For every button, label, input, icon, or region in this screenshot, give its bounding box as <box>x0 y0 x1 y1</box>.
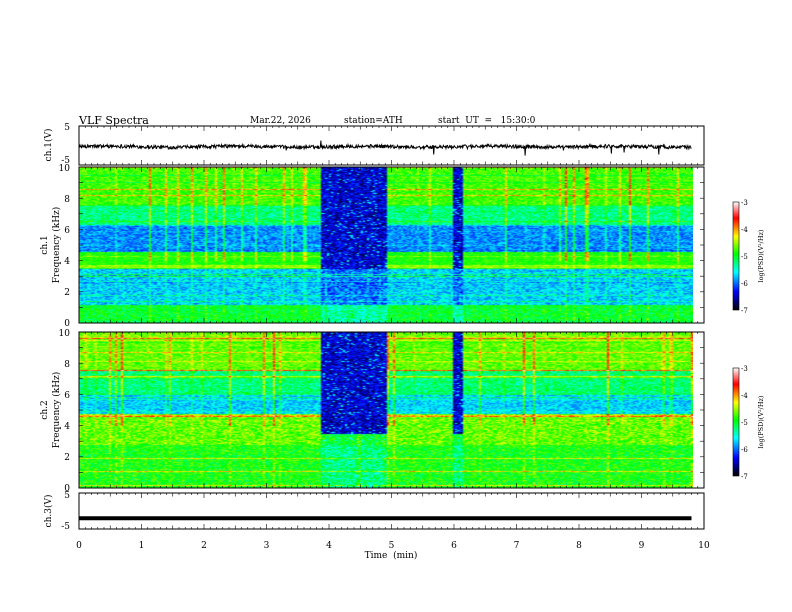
ch2-freq-ytick-2: 2 <box>64 453 70 463</box>
cb2-tick-m4: -4 <box>741 392 748 400</box>
cb1-tick-m3: -3 <box>741 199 748 207</box>
xtick-2: 2 <box>201 541 207 551</box>
xtick-0: 0 <box>76 541 82 551</box>
figure-title: VLF Spectra <box>78 114 149 127</box>
xtick-8: 8 <box>576 541 582 551</box>
ch1-freq-ytick-2: 2 <box>64 288 70 298</box>
cb2-label: log(PSD)(V²/Hz) <box>757 395 765 448</box>
ch2-freq-ytick-8: 8 <box>64 360 70 370</box>
cb1-label: log(PSD)(V²/Hz) <box>757 229 765 282</box>
cb1-tick-m6: -6 <box>741 280 748 288</box>
xtick-7: 7 <box>514 541 520 551</box>
xtick-3: 3 <box>264 541 270 551</box>
ch3-ytick-top: 5 <box>64 491 70 501</box>
ch1-ylabel: ch.1(V) <box>43 129 54 162</box>
date-label: Mar.22, 2026 <box>250 116 311 126</box>
ch3-axis-ticks <box>78 493 705 529</box>
ch1-spectrogram-ticks <box>78 166 705 324</box>
xtick-4: 4 <box>326 541 332 551</box>
ch1-freq-ytick-6: 6 <box>64 226 70 236</box>
ch1-freq-ytick-0: 0 <box>64 319 70 329</box>
ch2-spectrogram-image <box>79 332 693 488</box>
ch1-spectrogram-panel: 0 2 4 6 8 10 ch.1 Frequency (kHz) <box>40 164 705 329</box>
ch1-waveform-panel: 5 -5 ch.1(V) <box>43 123 705 166</box>
ch2-spectrogram-ticks <box>78 331 705 489</box>
cb2-tick-m7: -7 <box>741 473 748 481</box>
ch1-freq-ytick-4: 4 <box>64 257 70 267</box>
cb2-tick-m6: -6 <box>741 446 748 454</box>
ch2-channel-label: ch.2 <box>40 400 50 419</box>
xtick-9: 9 <box>639 541 645 551</box>
ch2-freq-ytick-0: 0 <box>64 484 70 494</box>
ch2-spectrogram-panel: 0 2 4 6 8 10 ch.2 Frequency (kHz) <box>40 329 705 494</box>
ch1-colorbar: -3 -4 -5 -6 -7 log(PSD)(V²/Hz) <box>732 199 765 315</box>
ch1-spectrogram-image <box>79 167 693 323</box>
station-label: station=ATH <box>344 116 403 126</box>
cb1-tick-m4: -4 <box>741 226 748 234</box>
cb1-tick-m7: -7 <box>741 307 748 315</box>
ch2-freq-ylabel: Frequency (kHz) <box>51 372 62 449</box>
ch1-freq-ytick-10: 10 <box>59 164 71 174</box>
ch1-axis-ticks <box>78 126 705 165</box>
time-axis-label: Time (min) <box>365 550 418 561</box>
cb2-tick-m3: -3 <box>741 365 748 373</box>
ch2-freq-ytick-10: 10 <box>59 329 71 339</box>
ch3-waveform-panel: 5 -5 ch.3(V) 0 1 2 3 4 5 6 7 8 9 10 Time… <box>43 491 710 561</box>
ch1-channel-label: ch.1 <box>40 235 50 254</box>
ch2-freq-ytick-4: 4 <box>64 422 70 432</box>
cb2-tick-m5: -5 <box>741 419 748 427</box>
ch2-colorbar: -3 -4 -5 -6 -7 log(PSD)(V²/Hz) <box>732 365 765 481</box>
ch3-ylabel: ch.3(V) <box>43 495 54 528</box>
ch1-ytick-bottom: -5 <box>61 156 70 166</box>
cb1-tick-m5: -5 <box>741 253 748 261</box>
xtick-10: 10 <box>698 541 710 551</box>
start-ut-label: start UT = 15:30:0 <box>438 116 536 126</box>
ch1-freq-ytick-8: 8 <box>64 195 70 205</box>
ch1-ytick-top: 5 <box>64 123 70 133</box>
ch1-freq-ylabel: Frequency (kHz) <box>51 207 62 284</box>
xtick-1: 1 <box>139 541 145 551</box>
ch1-waveform-trace <box>78 140 692 156</box>
ch2-freq-ytick-6: 6 <box>64 391 70 401</box>
xtick-5: 5 <box>389 541 395 551</box>
ch3-ytick-bottom: -5 <box>61 522 70 532</box>
time-axis-tick-labels: 0 1 2 3 4 5 6 7 8 9 10 <box>76 541 710 551</box>
xtick-6: 6 <box>451 541 457 551</box>
